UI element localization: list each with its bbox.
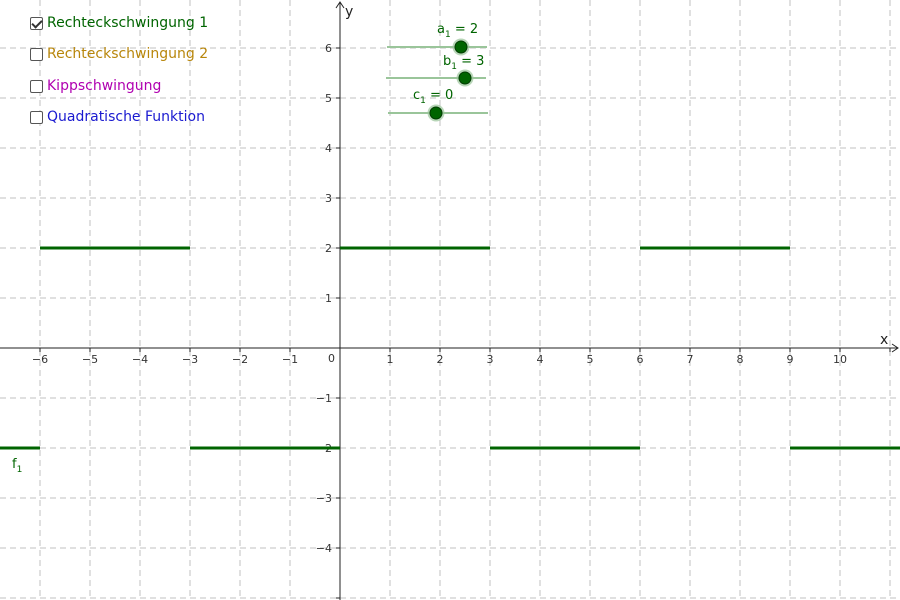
- slider-value: = 0: [426, 88, 453, 103]
- x-tick-label: −2: [232, 353, 248, 366]
- slider-value: = 2: [451, 22, 478, 37]
- x-tick-label: 2: [437, 353, 444, 366]
- origin-label: 0: [328, 352, 335, 365]
- y-axis-label: y: [345, 4, 353, 20]
- y-tick-label: 4: [325, 142, 332, 155]
- x-tick-label: −5: [82, 353, 98, 366]
- checkbox-kippschwingung[interactable]: Kippschwingung: [30, 76, 161, 96]
- slider-var-subscript: 1: [420, 96, 426, 106]
- x-axis-label: x: [880, 332, 888, 348]
- function-f1-graph[interactable]: [0, 246, 900, 450]
- checkbox-icon[interactable]: [30, 110, 43, 124]
- slider-caption: b1 = 3: [443, 54, 484, 72]
- checkbox-label: Rechteckschwingung 2: [47, 46, 209, 62]
- checkbox-rechteckschwingung-1[interactable]: Rechteckschwingung 1: [30, 13, 208, 33]
- y-tick-label: −1: [316, 392, 332, 405]
- y-tick-label: −3: [316, 492, 332, 505]
- x-tick-label: −3: [182, 353, 198, 366]
- slider-var-subscript: 1: [451, 62, 457, 72]
- slider-var-name: a: [437, 22, 445, 37]
- checkbox-label: Kippschwingung: [47, 78, 162, 94]
- y-tick-label: 2: [325, 242, 332, 255]
- slider-b1[interactable]: b1 = 3: [386, 54, 486, 87]
- checkbox-quadratische-funktion[interactable]: Quadratische Funktion: [30, 107, 205, 127]
- slider-value: = 3: [457, 54, 484, 69]
- sliders[interactable]: a1 = 2b1 = 3c1 = 0: [386, 22, 488, 122]
- checkbox-icon[interactable]: [30, 16, 43, 30]
- function-f1-label[interactable]: f1: [12, 457, 22, 475]
- x-axis-arrow-icon: [891, 343, 899, 353]
- checkbox-label: Rechteckschwingung 1: [47, 15, 209, 31]
- checkbox-rechteckschwingung-2[interactable]: Rechteckschwingung 2: [30, 44, 208, 64]
- slider-caption: a1 = 2: [437, 22, 478, 40]
- x-tick-label: −6: [32, 353, 48, 366]
- x-tick-label: −1: [282, 353, 298, 366]
- x-tick-label: 7: [687, 353, 694, 366]
- x-tick-label: 3: [487, 353, 494, 366]
- slider-handle[interactable]: [458, 71, 472, 85]
- y-axis-arrow-icon: [335, 1, 345, 9]
- x-tick-label: 8: [737, 353, 744, 366]
- slider-c1[interactable]: c1 = 0: [388, 88, 488, 122]
- y-tick-label: 1: [325, 292, 332, 305]
- checkbox-label: Quadratische Funktion: [47, 109, 205, 125]
- x-tick-label: 9: [787, 353, 794, 366]
- checkbox-icon[interactable]: [30, 47, 43, 61]
- slider-var-name: b: [443, 54, 451, 69]
- x-tick-label: 6: [637, 353, 644, 366]
- slider-handle[interactable]: [429, 106, 443, 120]
- y-tick-label: 5: [325, 92, 332, 105]
- x-tick-label: 10: [833, 353, 847, 366]
- y-tick-label: −4: [316, 542, 332, 555]
- y-tick-label: 3: [325, 192, 332, 205]
- x-tick-label: 1: [387, 353, 394, 366]
- x-tick-label: −4: [132, 353, 148, 366]
- slider-var-subscript: 1: [445, 30, 451, 40]
- slider-caption: c1 = 0: [413, 88, 453, 106]
- x-tick-label: 5: [587, 353, 594, 366]
- checkbox-icon[interactable]: [30, 79, 43, 93]
- function-name: f: [12, 457, 17, 472]
- slider-a1[interactable]: a1 = 2: [387, 22, 487, 56]
- x-tick-label: 4: [537, 353, 544, 366]
- slider-var-name: c: [413, 88, 420, 103]
- slider-handle[interactable]: [454, 40, 468, 54]
- function-subscript: 1: [17, 465, 23, 475]
- y-tick-label: 6: [325, 42, 332, 55]
